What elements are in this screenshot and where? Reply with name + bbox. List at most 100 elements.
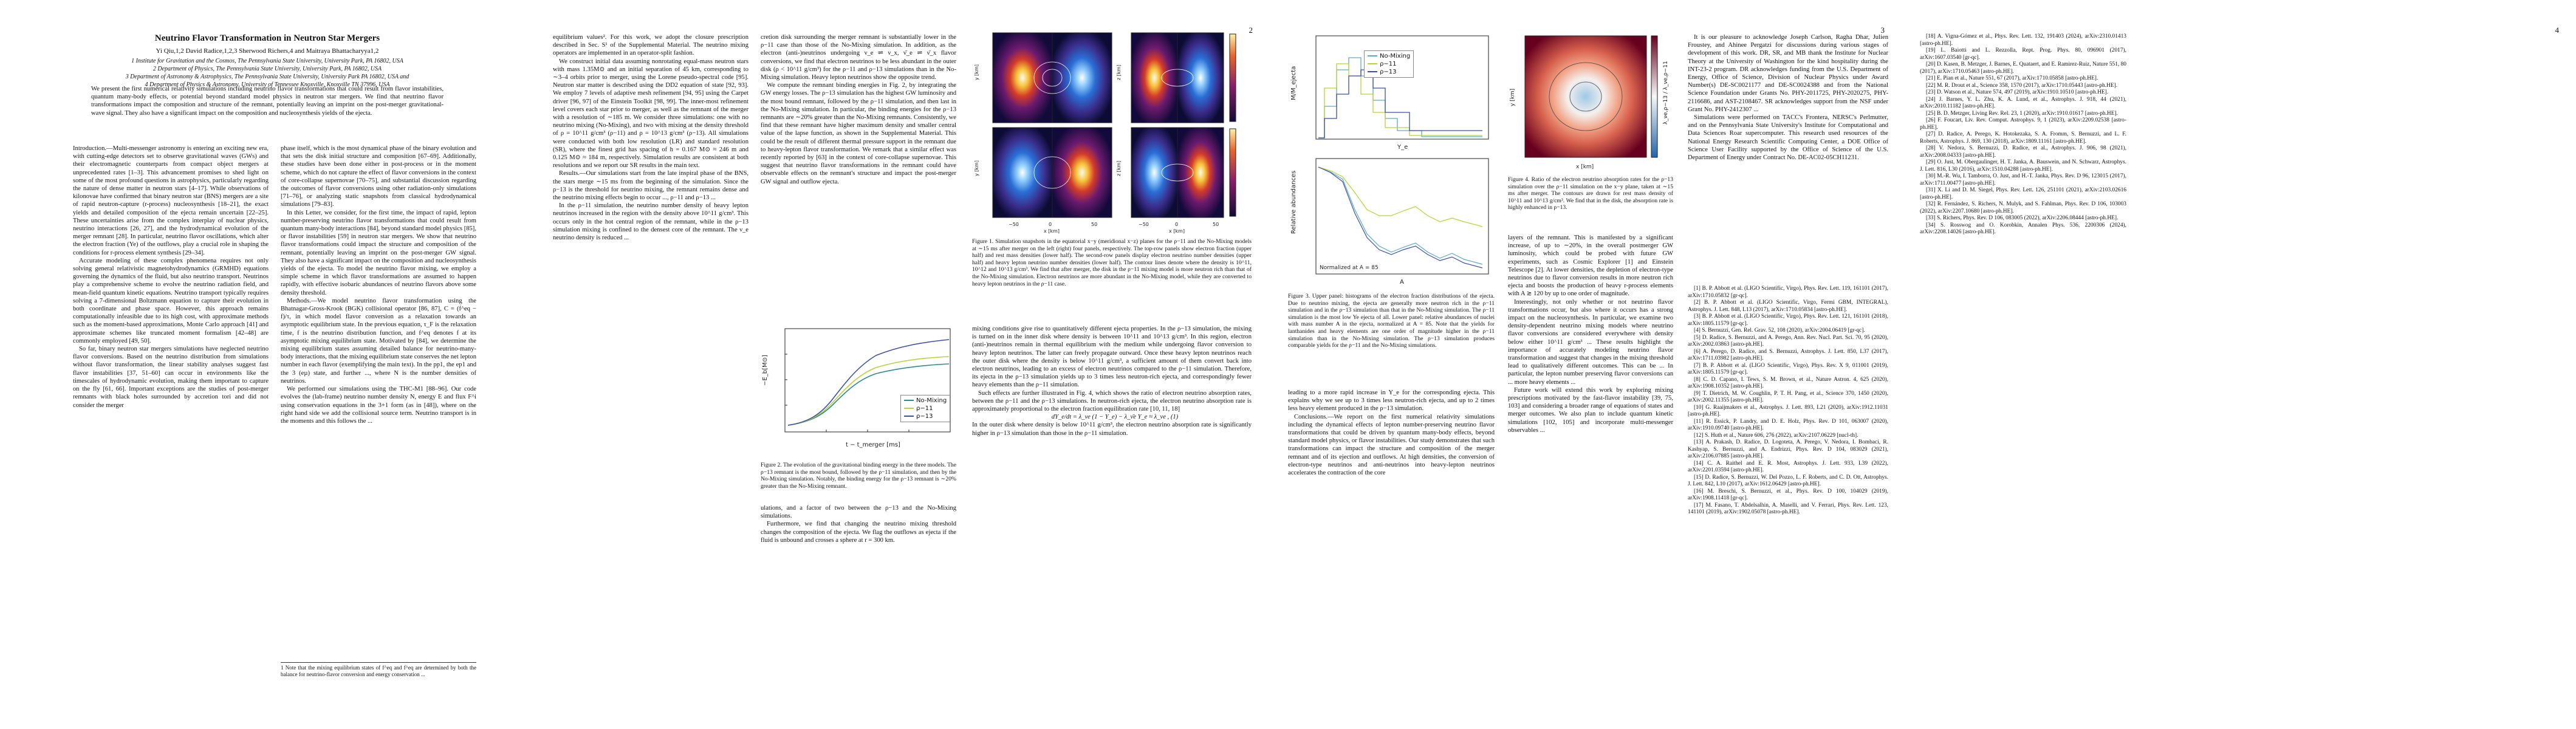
paragraph: Future work will extend this work by exp… [1508, 386, 1673, 434]
paragraph: We performed our simulations using the T… [281, 386, 476, 425]
paragraph: leading to a more rapid increase in Y_e … [1288, 389, 1495, 412]
figure-3-legend: No-Mixing ρ−11 ρ−13 [1364, 50, 1414, 78]
paragraph: phase itself, which is the most dynamica… [281, 145, 476, 208]
p3-column-mid: layers of the remnant. This is manifeste… [1508, 234, 1673, 434]
colorbar-top [1229, 33, 1236, 122]
svg-text:z [km]: z [km] [1116, 65, 1122, 80]
reference: [34] S. Rosswog and O. Korobkin, Annalen… [1920, 222, 2126, 236]
page-2: 2 equilibrium values². For this work, we… [535, 0, 1270, 729]
p1-column-right: phase itself, which is the most dynamica… [281, 145, 476, 425]
fig3-norm-note: Normalized at A = 85 [1320, 265, 1379, 271]
affiliation-1: 1 Institute for Gravitation and the Cosm… [131, 58, 403, 64]
fig3-xlabel-top: Y_e [1397, 144, 1408, 151]
figure-4-map: λ_νe,ρ−13 / λ_νe,ρ−11 x [km] y [km] [1510, 35, 1669, 170]
reference: [7] B. P. Abbott et al. (LIGO Scientific… [1688, 362, 1888, 376]
reference: [18] A. Vigna-Gómez et al., Phys. Rev. L… [1920, 33, 2126, 47]
reference: [6] A. Perego, D. Radice, and S. Bernuzz… [1688, 348, 1888, 362]
paragraph: We construct initial data assuming nonro… [553, 58, 748, 169]
legend-item: ρ−11 [1368, 60, 1410, 68]
svg-text:−50: −50 [1009, 222, 1019, 227]
p1-column-left: Introduction.—Multi-messenger astronomy … [73, 145, 269, 409]
paragraph: Such effects are further illustrated in … [972, 389, 1252, 413]
p3-column-right: It is our pleasure to acknowledge Joseph… [1688, 33, 1888, 162]
p2-column-mid-lower: ulations, and a factor of two between th… [761, 504, 956, 544]
figure-2: −E_b[M⊙] t − t_merger [ms] No-Mixing ρ−1… [761, 325, 956, 456]
paragraph: It is our pleasure to acknowledge Joseph… [1688, 34, 1888, 113]
page-4: 4 [18] A. Vigna-Gómez et al., Phys. Rev.… [1902, 0, 2576, 729]
abund-rho-11 [1318, 166, 1483, 227]
reference: [26] F. Foucart, Liv. Rev. Comput. Astro… [1920, 117, 2126, 131]
paragraph: Furthermore, we find that changing the n… [761, 521, 956, 544]
paragraph: Accurate modeling of these complex pheno… [73, 257, 269, 344]
reference: [3] B. P. Abbott et al. (LIGO Scientific… [1688, 313, 1888, 327]
paper-title: Neutrino Flavor Transformation in Neutro… [154, 33, 380, 43]
figure-2-legend: No-Mixing ρ−11 ρ−13 [900, 395, 951, 422]
abund-no-mixing [1318, 166, 1483, 265]
reference: [17] M. Fasano, T. Abdelsalhin, A. Masel… [1688, 502, 1888, 516]
legend-item: ρ−11 [904, 405, 947, 412]
paragraph: cretion disk surrounding the merger remn… [761, 34, 956, 81]
reference: [19] L. Baiotti and L. Rezzolla, Rept. P… [1920, 47, 2126, 61]
figure-4-caption: Figure 4. Ratio of the electron neutrino… [1508, 176, 1673, 211]
reference: [11] R. Essick, P. Landry, and D. E. Hol… [1688, 418, 1888, 432]
figure-3-chart: M/M_ejecta Y_e Relative abundances Norma… [1290, 35, 1489, 286]
author-list: Yi Qiu,1,2 David Radice,1,2,3 Sherwood R… [156, 47, 379, 55]
legend-item: ρ−13 [1368, 68, 1410, 76]
series-no-mixing [787, 363, 950, 426]
reference: [16] M. Breschi, S. Bernuzzi, et al., Ph… [1688, 488, 1888, 502]
svg-text:t − t_merger [ms]: t − t_merger [ms] [846, 442, 900, 448]
reference: [15] D. Radice, S. Bernuzzi, W. Del Pozz… [1688, 474, 1888, 488]
reference: [30] M.-R. Wu, I. Tamborra, O. Just, and… [1920, 173, 2126, 187]
panel-xy-top [992, 32, 1112, 123]
svg-text:y [km]: y [km] [974, 160, 979, 176]
equation-1: dY_e/dt = λ_νe (1 − Y_e) − λ_ν̄e Y_e ≈ λ… [1051, 414, 1179, 421]
reference: [1] B. P. Abbott et al. (LIGO Scientific… [1688, 286, 1888, 299]
paragraph: equilibrium values². For this work, we a… [553, 34, 748, 57]
figure-1-snapshots: −50 0 50 −50 0 50 y [km] y [km] z [km] z [km… [974, 32, 1236, 234]
figure-2-caption: Figure 2. The evolution of the gravitati… [761, 462, 956, 490]
panel-xy-bottom [992, 127, 1112, 218]
affiliation-2: 2 Department of Physics, The Pennsylvani… [152, 66, 382, 72]
paragraph: Interestingly, not only whether or not n… [1508, 298, 1673, 386]
affiliation-4: 4 Department of Physics & Astronomy, Uni… [145, 81, 390, 88]
svg-text:50: 50 [1091, 222, 1097, 227]
reference: [31] X. Li and D. M. Siegel, Phys. Rev. … [1920, 187, 2126, 200]
fig3-ylabel-bottom: Relative abundances [1290, 171, 1297, 234]
references-col-1: [1] B. P. Abbott et al. (LIGO Scientific… [1688, 286, 1888, 516]
legend-item: No-Mixing [904, 397, 947, 405]
hist-rho-11 [1318, 63, 1482, 139]
page-number: 4 [2555, 26, 2560, 35]
svg-text:x [km]: x [km] [1576, 164, 1594, 170]
affiliation-3: 3 Department of Astronomy & Astrophysics… [125, 74, 409, 80]
svg-text:z [km]: z [km] [1116, 161, 1122, 176]
colorbar-bottom [1229, 128, 1236, 217]
reference: [27] D. Radice, A. Perego, K. Hotokezaka… [1920, 131, 2126, 145]
panel-xz-top [1131, 32, 1224, 123]
svg-text:y [km]: y [km] [1510, 89, 1516, 106]
paragraph: Introduction.—Multi-messenger astronomy … [73, 145, 269, 256]
page-number: 3 [1880, 26, 1885, 35]
reference: [2] B. P. Abbott et al. (LIGO Scientific… [1688, 299, 1888, 313]
reference: [10] G. Raaijmakers et al., Astrophys. J… [1688, 404, 1888, 418]
panel-xz-bottom [1131, 127, 1224, 218]
reference: [14] C. A. Raithel and E. R. Most, Astro… [1688, 460, 1888, 474]
reference: [8] C. D. Capano, I. Tews, S. M. Brown, … [1688, 376, 1888, 390]
reference: [21] E. Pian et al., Nature 551, 67 (201… [1926, 75, 2098, 81]
legend-item: ρ−13 [904, 412, 947, 420]
footnote: 1 Note that the mixing equilibrium state… [281, 662, 476, 678]
paragraph: Conclusions.—We report on the first nume… [1288, 413, 1495, 477]
reference: [20] D. Kasen, B. Metzger, J. Barnes, E.… [1920, 61, 2126, 75]
reference: [25] B. D. Metzger, Living Rev. Rel. 23,… [1926, 110, 2118, 117]
reference: [22] M. R. Drout et al., Science 358, 15… [1926, 82, 2118, 89]
figure-1-caption: Figure 1. Simulation snapshots in the eq… [972, 238, 1252, 287]
paragraph: In the ρ−11 simulation, the neutrino num… [553, 202, 748, 242]
paragraph: In the outer disk where density is below… [972, 422, 1252, 437]
p2-column-right: mixing conditions give rise to quantitat… [972, 325, 1252, 437]
svg-text:−50: −50 [1139, 222, 1149, 227]
paragraph: Results.—Our simulations start from the … [553, 170, 748, 202]
figure-2-chart: −E_b[M⊙] t − t_merger [ms] [762, 328, 951, 448]
svg-text:x [km]: x [km] [1044, 228, 1060, 234]
paragraph: Simulations were performed on TACC's Fro… [1688, 114, 1888, 162]
reference: [5] D. Radice, S. Bernuzzi, and A. Pereg… [1688, 334, 1888, 348]
paragraph: In this Letter, we consider, for the fir… [281, 209, 476, 296]
